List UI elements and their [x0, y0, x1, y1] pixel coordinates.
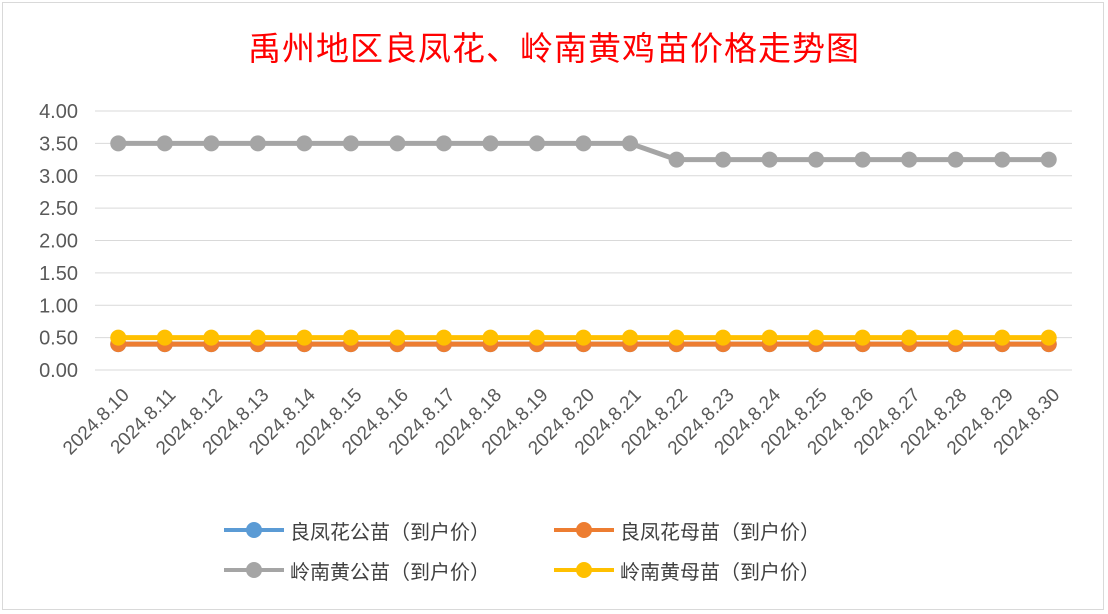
y-tick-label-1: 0.50 [39, 328, 78, 350]
series-4-point-10 [575, 329, 592, 346]
legend-swatch-3 [224, 560, 284, 580]
series-3-point-6 [389, 135, 406, 152]
series-3-point-11 [622, 135, 639, 152]
series-4-point-12 [668, 329, 685, 346]
series-4-point-1 [156, 329, 173, 346]
legend-swatch-2 [554, 520, 614, 540]
legend-item-3[interactable]: 岭南黄公苗（到户价） [224, 556, 554, 585]
series-3-point-15 [808, 151, 825, 168]
y-tick-label-4: 2.00 [39, 231, 78, 253]
series-4-point-6 [389, 329, 406, 346]
series-4-point-4 [296, 329, 313, 346]
y-axis-ticks: 0.00 0.50 1.00 1.50 2.00 2.50 3.00 3.50 4.00 [39, 101, 78, 382]
legend-item-2[interactable]: 良凤花母苗（到户价） [554, 516, 884, 545]
series-4 [110, 329, 1057, 346]
series-4-point-16 [854, 329, 871, 346]
series-4-point-15 [808, 329, 825, 346]
y-tick-label-0: 0.00 [39, 360, 78, 382]
y-tick-label-3: 1.50 [39, 263, 78, 285]
legend-swatch-1 [224, 520, 284, 540]
series-3-point-1 [156, 135, 173, 152]
series-4-point-8 [482, 329, 499, 346]
y-tick-label-2: 1.00 [39, 295, 78, 317]
chart-title: 禹州地区良凤花、岭南黄鸡苗价格走势图 [248, 29, 860, 68]
series-3-point-2 [203, 135, 220, 152]
legend-label-2: 良凤花母苗（到户价） [620, 519, 820, 544]
series-4-point-11 [622, 329, 639, 346]
series-3-point-16 [854, 151, 871, 168]
series-3-point-18 [947, 151, 964, 168]
series-3-point-8 [482, 135, 499, 152]
series-4-point-19 [994, 329, 1011, 346]
series-3-point-4 [296, 135, 313, 152]
series-3-point-19 [994, 151, 1011, 168]
series-4-point-7 [435, 329, 452, 346]
series-4-point-9 [528, 329, 545, 346]
series-3-point-17 [901, 151, 918, 168]
legend-row-2: 岭南黄公苗（到户价） 岭南黄母苗（到户价） [0, 550, 1108, 590]
series-4-point-14 [761, 329, 778, 346]
legend: 良凤花公苗（到户价） 良凤花母苗（到户价） 岭南黄公苗（到户价） 岭南黄母苗（到… [0, 510, 1108, 590]
series-lines [110, 135, 1057, 353]
series-3-point-12 [668, 151, 685, 168]
y-tick-label-8: 4.00 [39, 101, 78, 123]
y-tick-label-5: 2.50 [39, 198, 78, 220]
series-4-point-17 [901, 329, 918, 346]
series-4-point-20 [1040, 329, 1057, 346]
series-4-point-0 [110, 329, 127, 346]
series-4-point-3 [249, 329, 266, 346]
legend-label-1: 良凤花公苗（到户价） [290, 519, 490, 544]
series-3-point-9 [528, 135, 545, 152]
x-axis-ticks: 2024.8.102024.8.112024.8.122024.8.132024… [59, 384, 1064, 459]
series-3-point-0 [110, 135, 127, 152]
series-3-point-3 [249, 135, 266, 152]
series-4-point-2 [203, 329, 220, 346]
legend-label-3: 岭南黄公苗（到户价） [290, 559, 490, 584]
y-tick-label-6: 3.00 [39, 166, 78, 188]
legend-row-1: 良凤花公苗（到户价） 良凤花母苗（到户价） [0, 510, 1108, 550]
legend-label-4: 岭南黄母苗（到户价） [620, 559, 820, 584]
series-3 [110, 135, 1057, 168]
series-3-point-14 [761, 151, 778, 168]
y-tick-label-7: 3.50 [39, 133, 78, 155]
series-3-point-7 [435, 135, 452, 152]
legend-item-4[interactable]: 岭南黄母苗（到户价） [554, 556, 884, 585]
series-3-point-5 [342, 135, 359, 152]
series-4-point-5 [342, 329, 359, 346]
legend-item-1[interactable]: 良凤花公苗（到户价） [224, 516, 554, 545]
series-3-point-20 [1040, 151, 1057, 168]
series-3-point-10 [575, 135, 592, 152]
legend-swatch-4 [554, 560, 614, 580]
series-3-point-13 [715, 151, 732, 168]
series-4-point-18 [947, 329, 964, 346]
series-4-point-13 [715, 329, 732, 346]
